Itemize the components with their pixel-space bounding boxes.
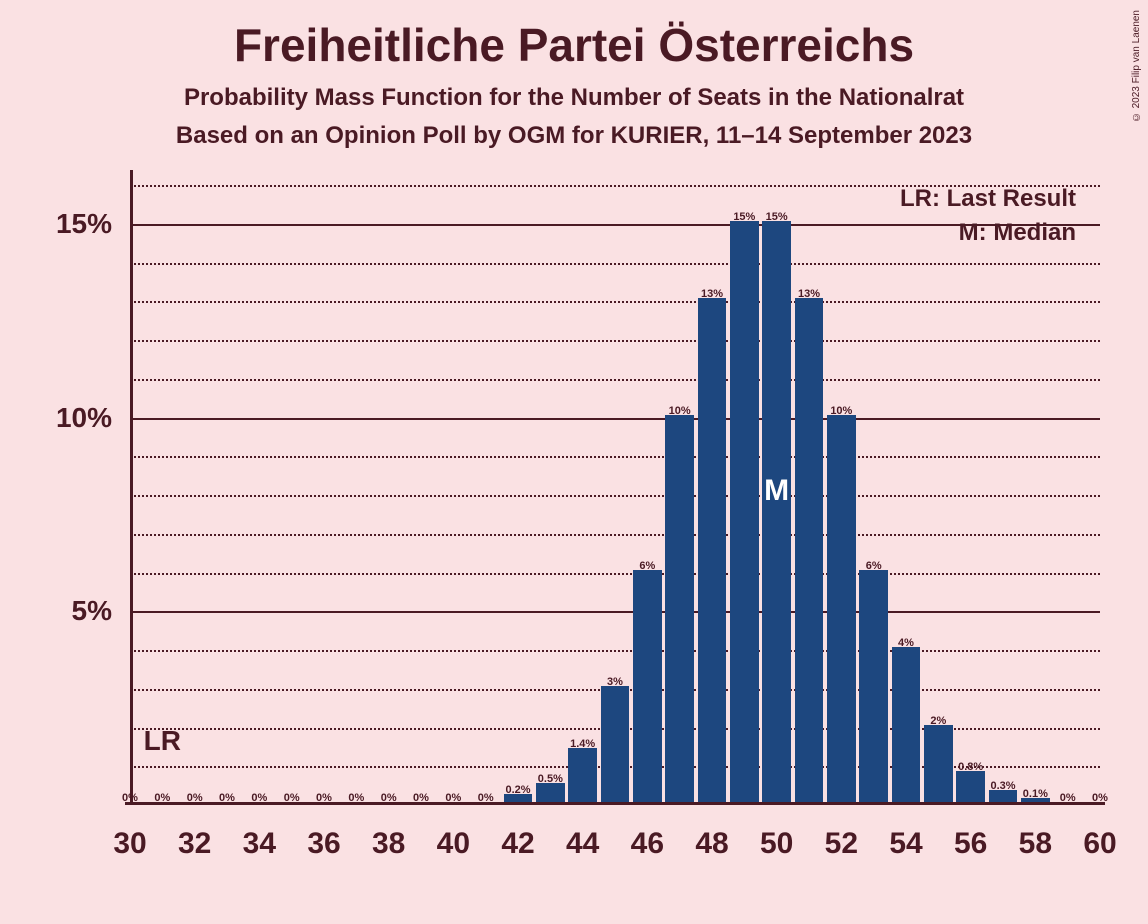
bar: [730, 221, 758, 802]
bar: [924, 725, 952, 803]
bar: [956, 771, 984, 802]
bar-value-label: 0.1%: [1023, 788, 1048, 800]
bar-value-label: 0%: [1060, 792, 1076, 804]
x-tick-label: 48: [695, 827, 728, 861]
bar-value-label: 6%: [639, 560, 655, 572]
grid-minor: [130, 650, 1100, 652]
x-tick-label: 38: [372, 827, 405, 861]
y-tick-label: 5%: [72, 595, 112, 627]
y-axis: 5% 10% 15%: [0, 185, 120, 805]
bar: [795, 298, 823, 802]
bar-value-label: 4%: [898, 637, 914, 649]
bar-value-label: 0%: [1092, 792, 1108, 804]
bar-value-label: 0.3%: [990, 780, 1015, 792]
bar: [762, 221, 790, 802]
bar-value-label: 0%: [381, 792, 397, 804]
bar-value-label: 1.4%: [570, 738, 595, 750]
plot-area: LR: Last Result M: Median 0% 0% 0% 0% 0% 0% 0%…: [130, 185, 1100, 805]
copyright-text: © 2023 Filip van Laenen: [1131, 10, 1142, 122]
bar-value-label: 0%: [251, 792, 267, 804]
bar-value-label: 0%: [122, 792, 138, 804]
x-tick-label: 44: [566, 827, 599, 861]
bar-value-label: 0.5%: [538, 773, 563, 785]
x-tick-label: 34: [243, 827, 276, 861]
lr-marker: LR: [144, 725, 181, 757]
bar-value-label: 13%: [701, 288, 723, 300]
bar-value-label: 2%: [930, 715, 946, 727]
grid-major: [130, 224, 1100, 226]
bar-value-label: 0%: [348, 792, 364, 804]
median-marker: M: [764, 474, 789, 508]
bar: [601, 686, 629, 802]
y-tick-label: 15%: [56, 208, 112, 240]
grid-minor: [130, 534, 1100, 536]
grid-major: [130, 418, 1100, 420]
bar-value-label: 0.8%: [958, 761, 983, 773]
bar-value-label: 0%: [316, 792, 332, 804]
bar: [536, 783, 564, 802]
y-axis-line: [130, 170, 133, 805]
bar-value-label: 15%: [733, 211, 755, 223]
grid-minor: [130, 379, 1100, 381]
bar: [827, 415, 855, 803]
bar-value-label: 0%: [187, 792, 203, 804]
bar: [859, 570, 887, 803]
bar-value-label: 10%: [830, 405, 852, 417]
x-tick-label: 46: [631, 827, 664, 861]
bar: [568, 748, 596, 802]
x-tick-label: 54: [889, 827, 922, 861]
grid-minor: [130, 495, 1100, 497]
x-tick-label: 50: [760, 827, 793, 861]
bar-value-label: 6%: [866, 560, 882, 572]
bar: [698, 298, 726, 802]
bar-value-label: 13%: [798, 288, 820, 300]
legend-lr: LR: Last Result: [900, 185, 1076, 213]
x-axis: 30323436384042444648505254565860: [130, 815, 1100, 865]
chart-subtitle-1: Probability Mass Function for the Number…: [0, 84, 1148, 112]
bar-value-label: 0.2%: [505, 784, 530, 796]
x-tick-label: 42: [501, 827, 534, 861]
bar: [633, 570, 661, 803]
bar: [665, 415, 693, 803]
x-tick-label: 60: [1083, 827, 1116, 861]
grid-minor: [130, 301, 1100, 303]
bar-value-label: 0%: [478, 792, 494, 804]
bar-value-label: 3%: [607, 676, 623, 688]
grid-major: [130, 611, 1100, 613]
x-tick-label: 36: [307, 827, 340, 861]
bar: [892, 647, 920, 802]
bar-value-label: 0%: [445, 792, 461, 804]
chart-title: Freiheitliche Partei Österreichs: [0, 18, 1148, 72]
bar-value-label: 0%: [413, 792, 429, 804]
grid-minor: [130, 340, 1100, 342]
bar-value-label: 10%: [669, 405, 691, 417]
x-tick-label: 40: [437, 827, 470, 861]
bar-value-label: 0%: [284, 792, 300, 804]
grid-minor: [130, 263, 1100, 265]
x-tick-label: 52: [825, 827, 858, 861]
chart-subtitle-2: Based on an Opinion Poll by OGM for KURI…: [0, 122, 1148, 150]
bar-value-label: 15%: [766, 211, 788, 223]
x-tick-label: 30: [113, 827, 146, 861]
grid-minor: [130, 185, 1100, 187]
y-tick-label: 10%: [56, 402, 112, 434]
x-tick-label: 32: [178, 827, 211, 861]
bar-value-label: 0%: [219, 792, 235, 804]
x-tick-label: 58: [1019, 827, 1052, 861]
grid-minor: [130, 456, 1100, 458]
title-block: Freiheitliche Partei Österreichs Probabi…: [0, 0, 1148, 150]
grid-minor: [130, 573, 1100, 575]
x-axis-line: [125, 802, 1105, 805]
legend: LR: Last Result M: Median: [900, 185, 1076, 253]
x-tick-label: 56: [954, 827, 987, 861]
bar-value-label: 0%: [154, 792, 170, 804]
